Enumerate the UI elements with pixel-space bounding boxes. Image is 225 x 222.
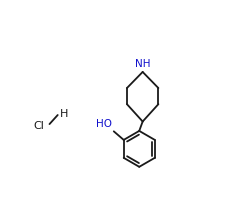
Text: NH: NH	[135, 59, 151, 69]
Text: Cl: Cl	[34, 121, 44, 131]
Text: H: H	[60, 109, 68, 119]
Text: HO: HO	[96, 119, 112, 129]
